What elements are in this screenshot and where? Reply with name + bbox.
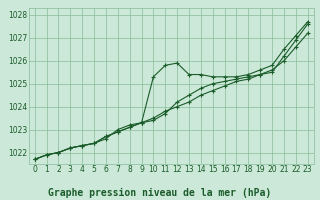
Text: Graphe pression niveau de la mer (hPa): Graphe pression niveau de la mer (hPa) [48, 188, 272, 198]
